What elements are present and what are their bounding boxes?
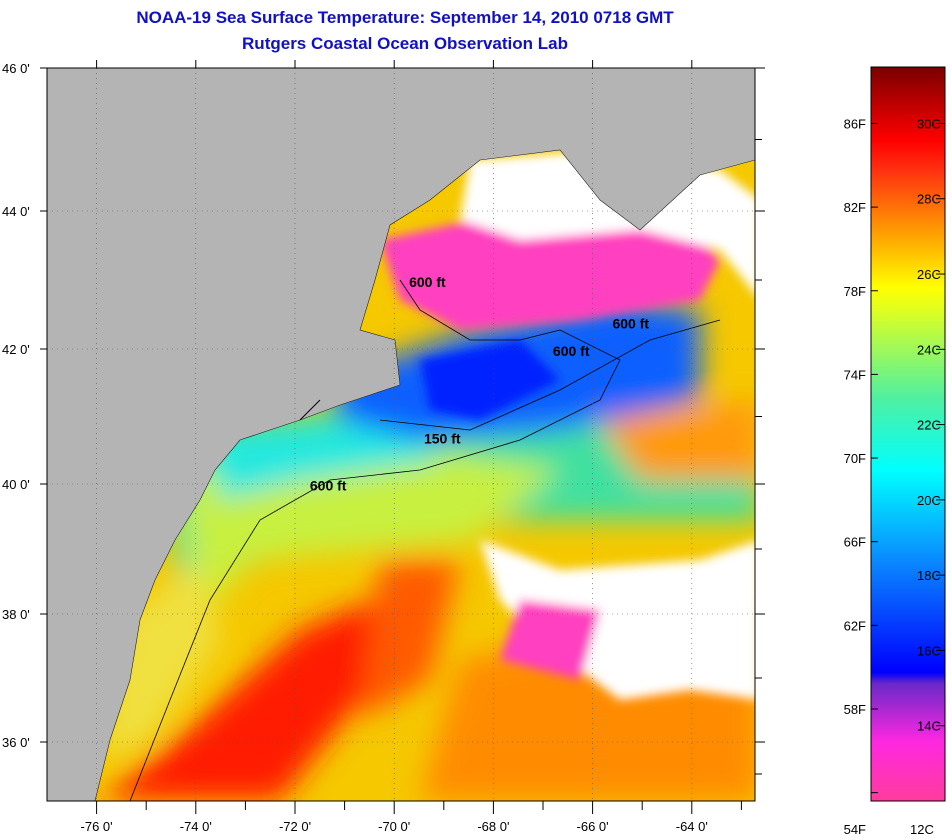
lat-tick-label: 40 0' bbox=[2, 477, 30, 492]
celsius-label: 16C bbox=[917, 643, 941, 658]
lon-tick-label: -76 0' bbox=[81, 819, 113, 834]
lon-tick-label: -64 0' bbox=[676, 819, 708, 834]
celsius-label: 20C bbox=[917, 493, 941, 508]
lat-tick-label: 42 0' bbox=[2, 342, 30, 357]
fahrenheit-label: 66F bbox=[844, 535, 866, 550]
fahrenheit-label: 74F bbox=[844, 367, 866, 382]
contour-label: 150 ft bbox=[424, 431, 461, 447]
land bbox=[47, 68, 755, 801]
celsius-label: 30C bbox=[917, 116, 941, 131]
fahrenheit-label: 82F bbox=[844, 200, 866, 215]
celsius-label: 12C bbox=[910, 822, 934, 837]
fahrenheit-label: 86F bbox=[844, 116, 866, 131]
contour-label: 600 ft bbox=[310, 478, 347, 494]
map-area: 600 ft 600 ft 600 ft 150 ft 600 ft bbox=[47, 68, 755, 801]
fahrenheit-label: 58F bbox=[844, 702, 866, 717]
map-frame bbox=[46, 67, 756, 802]
lat-tick-label: 46 0' bbox=[2, 61, 30, 76]
lon-tick-label: -68 0' bbox=[477, 819, 509, 834]
map-subtitle: Rutgers Coastal Ocean Observation Lab bbox=[242, 34, 568, 53]
lon-tick-label: -70 0' bbox=[378, 819, 410, 834]
celsius-label: 22C bbox=[917, 418, 941, 433]
fahrenheit-label: 70F bbox=[844, 451, 866, 466]
fahrenheit-label: 78F bbox=[844, 284, 866, 299]
fahrenheit-label: 54F bbox=[844, 822, 866, 837]
map-title: NOAA-19 Sea Surface Temperature: Septemb… bbox=[136, 8, 674, 27]
colorbar bbox=[870, 66, 946, 802]
lat-tick-label: 38 0' bbox=[2, 607, 30, 622]
lon-tick-label: -72 0' bbox=[279, 819, 311, 834]
fahrenheit-label: 62F bbox=[844, 618, 866, 633]
celsius-label: 28C bbox=[917, 192, 941, 207]
celsius-label: 24C bbox=[917, 342, 941, 357]
lon-tick-label: -66 0' bbox=[577, 819, 609, 834]
lon-tick-label: -74 0' bbox=[180, 819, 212, 834]
contour-label: 600 ft bbox=[409, 274, 446, 290]
lat-tick-label: 36 0' bbox=[2, 735, 30, 750]
celsius-label: 14C bbox=[917, 719, 941, 734]
contour-label: 600 ft bbox=[612, 315, 649, 331]
lat-tick-label: 44 0' bbox=[2, 204, 30, 219]
celsius-label: 18C bbox=[917, 568, 941, 583]
contour-label: 600 ft bbox=[553, 343, 590, 359]
celsius-label: 26C bbox=[917, 267, 941, 282]
